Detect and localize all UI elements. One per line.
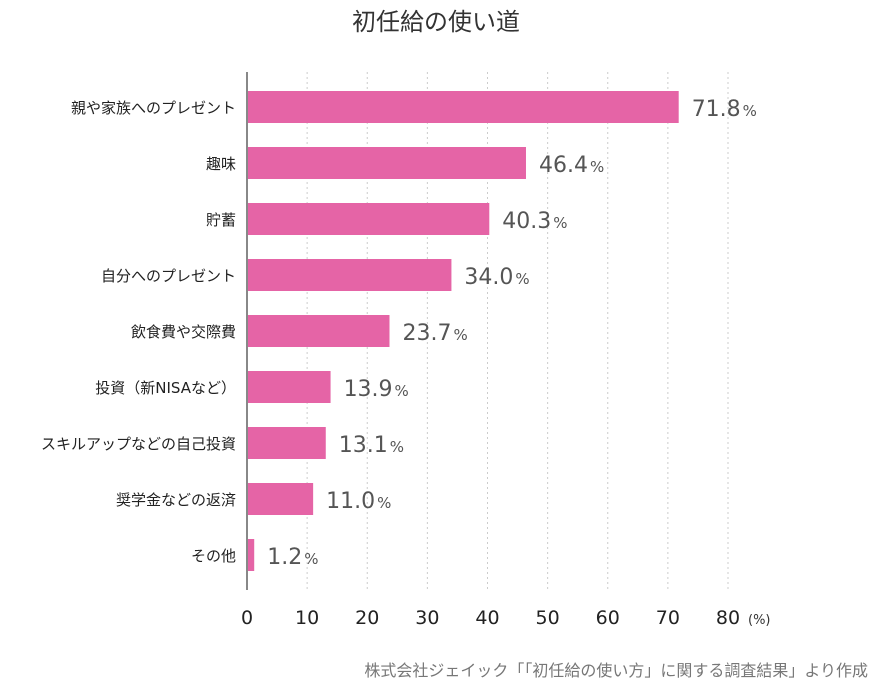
x-tick-label: 0	[241, 607, 253, 629]
bar	[247, 315, 390, 347]
bar	[247, 539, 255, 571]
category-label: 奨学金などの返済	[116, 491, 236, 509]
x-tick-label: 10	[295, 607, 319, 629]
data-label: 11.0%	[326, 489, 391, 514]
x-tick-label: 30	[415, 607, 439, 629]
category-label: 趣味	[206, 155, 236, 173]
chart-title: 初任給の使い道	[352, 8, 520, 36]
category-label: 親や家族へのプレゼント	[71, 99, 236, 117]
category-label: 投資（新NISAなど）	[95, 379, 236, 397]
data-label: 40.3%	[502, 209, 567, 234]
category-label: 飲食費や交際費	[131, 323, 236, 341]
bar	[247, 259, 452, 291]
bar	[247, 203, 490, 235]
data-value-suffix: %	[515, 270, 529, 288]
data-value: 13.1	[339, 433, 388, 458]
bar	[247, 147, 526, 179]
data-value-suffix: %	[304, 550, 318, 568]
data-value: 46.4	[539, 153, 588, 178]
bar	[247, 427, 326, 459]
x-axis-unit: (%)	[748, 613, 771, 628]
category-label: 自分へのプレゼント	[101, 267, 236, 285]
x-tick-label: 70	[656, 607, 680, 629]
source-note: 株式会社ジェイック「「初任給の使い方」に関する調査結果」より作成	[364, 661, 868, 680]
data-value-suffix: %	[453, 326, 467, 344]
data-value-suffix: %	[377, 494, 391, 512]
data-value-suffix: %	[590, 158, 604, 176]
data-label: 71.8%	[692, 97, 757, 122]
x-tick-label: 50	[536, 607, 560, 629]
category-label: スキルアップなどの自己投資	[41, 435, 236, 453]
x-tick-label: 20	[355, 607, 379, 629]
data-value: 40.3	[502, 209, 551, 234]
data-value: 13.9	[344, 377, 393, 402]
data-value: 23.7	[402, 321, 451, 346]
x-tick-label: 60	[596, 607, 620, 629]
bar	[247, 483, 314, 515]
data-label: 23.7%	[402, 321, 467, 346]
data-value: 11.0	[326, 489, 375, 514]
category-label: 貯蓄	[206, 211, 236, 229]
data-label: 34.0%	[464, 265, 529, 290]
data-value: 71.8	[692, 97, 741, 122]
data-label: 13.9%	[344, 377, 409, 402]
category-label: その他	[191, 547, 236, 565]
bar	[247, 91, 679, 123]
x-tick-label: 40	[475, 607, 499, 629]
data-value: 34.0	[464, 265, 513, 290]
data-value: 1.2	[267, 545, 302, 570]
data-label: 1.2%	[267, 545, 318, 570]
data-value-suffix: %	[395, 382, 409, 400]
data-value-suffix: %	[553, 214, 567, 232]
data-label: 46.4%	[539, 153, 604, 178]
data-value-suffix: %	[390, 438, 404, 456]
bar	[247, 371, 331, 403]
x-tick-label: 80	[716, 607, 740, 629]
data-label: 13.1%	[339, 433, 404, 458]
data-value-suffix: %	[743, 102, 757, 120]
